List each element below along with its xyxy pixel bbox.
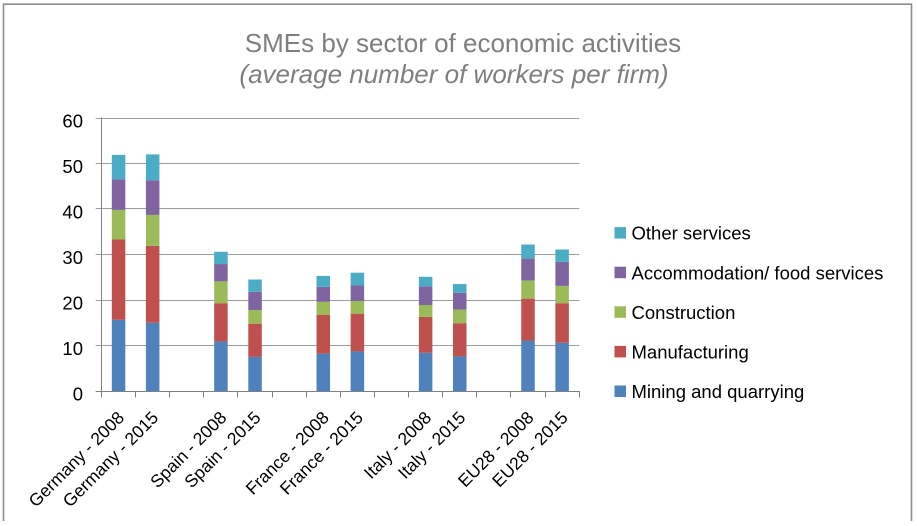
svg-text:60: 60	[62, 111, 83, 132]
svg-text:Manufacturing: Manufacturing	[632, 342, 749, 363]
svg-text:Other services: Other services	[632, 223, 751, 244]
svg-text:50: 50	[62, 156, 83, 177]
svg-text:30: 30	[62, 247, 83, 268]
svg-text:Construction: Construction	[632, 302, 736, 323]
svg-text:10: 10	[62, 338, 83, 359]
svg-text:SMEs by sector of economic act: SMEs by sector of economic activities	[245, 28, 681, 58]
svg-text:Mining and quarrying: Mining and quarrying	[632, 381, 805, 402]
svg-text:40: 40	[62, 202, 83, 223]
svg-text:20: 20	[62, 293, 83, 314]
svg-text:(average number of workers per: (average number of workers per firm)	[239, 59, 668, 89]
svg-text:Accommodation/ food services: Accommodation/ food services	[632, 262, 884, 283]
svg-text:0: 0	[73, 384, 83, 405]
